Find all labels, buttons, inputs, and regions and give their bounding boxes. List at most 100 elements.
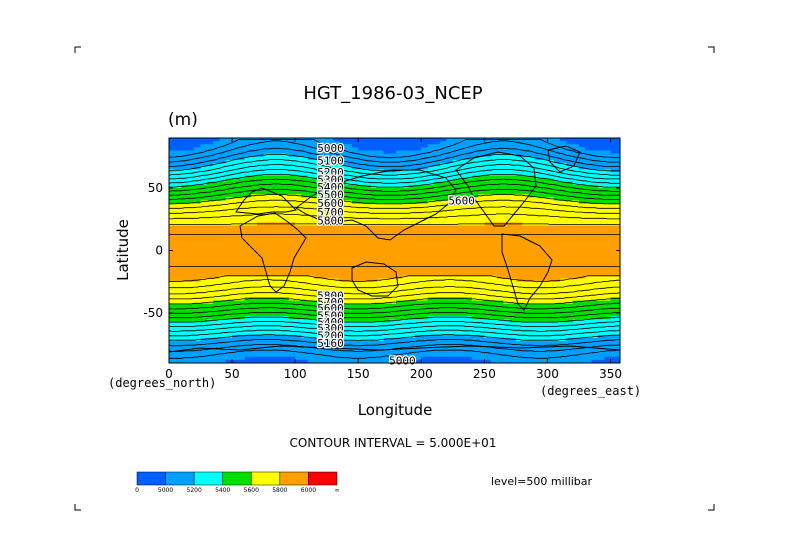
band-cell xyxy=(225,209,233,214)
band-cell xyxy=(181,300,189,305)
band-cell xyxy=(610,269,618,273)
band-cell xyxy=(232,272,239,277)
band-cell xyxy=(585,306,593,311)
band-cell xyxy=(515,250,523,255)
band-cell xyxy=(314,253,321,258)
band-cell xyxy=(478,281,485,286)
band-cell xyxy=(408,156,416,161)
band-cell xyxy=(528,175,536,180)
band-cell xyxy=(459,253,467,258)
band-cell xyxy=(288,313,296,317)
band-cell xyxy=(345,256,353,261)
band-cell xyxy=(295,313,303,317)
band-cell xyxy=(206,188,214,192)
band-cell xyxy=(282,281,290,286)
band-cell xyxy=(389,172,397,177)
band-cell xyxy=(497,319,504,323)
band-cell xyxy=(269,300,277,305)
band-cell xyxy=(194,150,202,155)
band-cell xyxy=(282,256,290,261)
band-cell xyxy=(333,263,340,267)
band-cell xyxy=(459,234,467,239)
band-cell xyxy=(301,178,309,183)
band-cell xyxy=(377,253,385,258)
band-cell xyxy=(433,331,441,336)
band-cell xyxy=(389,234,397,239)
band-cell xyxy=(415,263,422,267)
band-cell xyxy=(326,266,334,270)
band-cell xyxy=(314,234,321,239)
band-cell xyxy=(597,247,605,252)
band-cell xyxy=(515,347,523,352)
band-cell xyxy=(389,338,397,342)
band-cell xyxy=(515,197,523,202)
band-cell xyxy=(345,228,353,233)
band-cell xyxy=(585,191,593,195)
band-cell xyxy=(408,234,416,239)
band-cell xyxy=(471,203,479,208)
band-cell xyxy=(377,166,385,170)
band-cell xyxy=(269,247,277,252)
band-cell xyxy=(427,275,435,280)
band-cell xyxy=(433,344,441,348)
band-cell xyxy=(181,266,189,270)
band-cell xyxy=(339,263,347,267)
band-cell xyxy=(345,322,353,327)
band-cell xyxy=(528,150,536,155)
band-cell xyxy=(553,325,561,330)
band-cell xyxy=(402,269,410,273)
band-cell xyxy=(358,213,366,217)
band-cell xyxy=(616,244,620,248)
band-cell xyxy=(333,231,340,236)
band-cell xyxy=(534,272,542,277)
band-cell xyxy=(579,169,586,173)
band-cell xyxy=(377,188,385,192)
band-cell xyxy=(610,194,618,198)
band-cell xyxy=(244,178,252,183)
band-cell xyxy=(377,316,385,320)
band-cell xyxy=(579,231,586,236)
band-cell xyxy=(200,144,208,148)
band-cell xyxy=(566,256,574,261)
band-cell xyxy=(389,191,397,195)
band-cell xyxy=(257,228,265,233)
band-cell xyxy=(370,234,378,239)
band-cell xyxy=(427,163,435,167)
band-cell xyxy=(200,250,208,255)
corner-marks xyxy=(74,46,715,511)
band-cell xyxy=(522,269,530,273)
band-cell xyxy=(301,331,309,336)
band-cell xyxy=(415,206,422,211)
band-cell xyxy=(232,238,239,242)
band-cell xyxy=(187,159,195,164)
band-cell xyxy=(572,241,580,245)
band-cell xyxy=(301,322,309,327)
band-cell xyxy=(169,156,176,161)
band-cell xyxy=(471,188,479,192)
band-cell xyxy=(187,247,195,252)
band-cell xyxy=(169,144,176,148)
band-cell xyxy=(610,325,618,330)
band-cell xyxy=(452,156,460,161)
band-cell xyxy=(358,278,366,283)
band-cell xyxy=(238,281,246,286)
band-cell xyxy=(484,266,492,270)
band-cell xyxy=(187,184,195,189)
band-cell xyxy=(459,303,467,308)
band-cell xyxy=(206,250,214,255)
band-cell xyxy=(232,228,239,233)
band-cell xyxy=(566,272,574,277)
band-cell xyxy=(490,156,498,161)
band-cell xyxy=(244,247,252,252)
band-cell xyxy=(175,138,183,142)
band-cell xyxy=(276,178,284,183)
band-cell xyxy=(370,138,378,142)
band-cell xyxy=(295,341,303,345)
band-cell xyxy=(282,225,290,230)
band-cell xyxy=(333,297,340,302)
band-cell xyxy=(263,306,271,311)
band-cell xyxy=(364,178,372,183)
band-cell xyxy=(169,263,176,267)
band-cell xyxy=(446,241,454,245)
band-cell xyxy=(383,244,391,248)
